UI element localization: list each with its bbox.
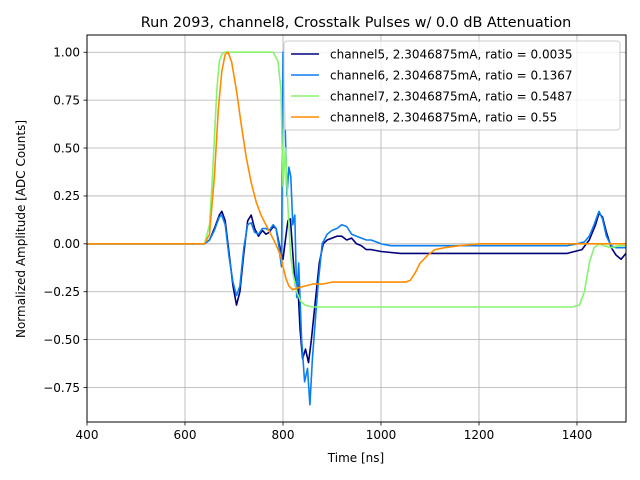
y-tick-label: 0.25 (53, 189, 80, 203)
x-tick-label: 400 (76, 428, 99, 442)
series-group (87, 51, 626, 406)
series-line-3 (87, 51, 626, 308)
y-tick-label: 1.00 (53, 46, 80, 60)
x-tick-label: 1400 (562, 428, 593, 442)
x-tick-label: 600 (174, 428, 197, 442)
plot-frame (86, 34, 627, 423)
chart-title: Run 2093, channel8, Crosstalk Pulses w/ … (141, 15, 572, 31)
y-tick-label: 0.00 (53, 237, 80, 251)
x-axis-ticks: 400 600 800 1000 1200 1400 (76, 422, 593, 442)
legend-label: channel7, 2.3046875mA, ratio = 0.5487 (330, 89, 573, 103)
y-tick-label: −0.75 (43, 381, 80, 395)
legend-label: channel8, 2.3046875mA, ratio = 0.55 (330, 110, 557, 124)
series-line-4 (87, 51, 626, 291)
y-tick-label: −0.50 (43, 333, 80, 347)
x-tick-label: 1200 (464, 428, 495, 442)
legend-box (283, 40, 621, 131)
y-tick-label: 0.75 (53, 93, 80, 107)
y-axis-label: Normalized Amplitude [ADC Counts] (14, 120, 28, 338)
plot-area (87, 51, 626, 406)
x-axis-label: Time [ns] (327, 451, 384, 465)
legend-label: channel6, 2.3046875mA, ratio = 0.1367 (330, 68, 573, 82)
y-axis-ticks: −0.75 −0.50 −0.25 0.00 0.25 0.50 0.75 1.00 (43, 46, 87, 395)
series-line-2 (87, 51, 626, 406)
x-tick-label: 1000 (366, 428, 397, 442)
y-tick-label: −0.25 (43, 285, 80, 299)
y-tick-label: 0.50 (53, 141, 80, 155)
x-tick-label: 800 (272, 428, 295, 442)
legend-label: channel5, 2.3046875mA, ratio = 0.0035 (330, 47, 573, 61)
legend: channel5, 2.3046875mA, ratio = 0.0035 cha… (283, 40, 621, 131)
